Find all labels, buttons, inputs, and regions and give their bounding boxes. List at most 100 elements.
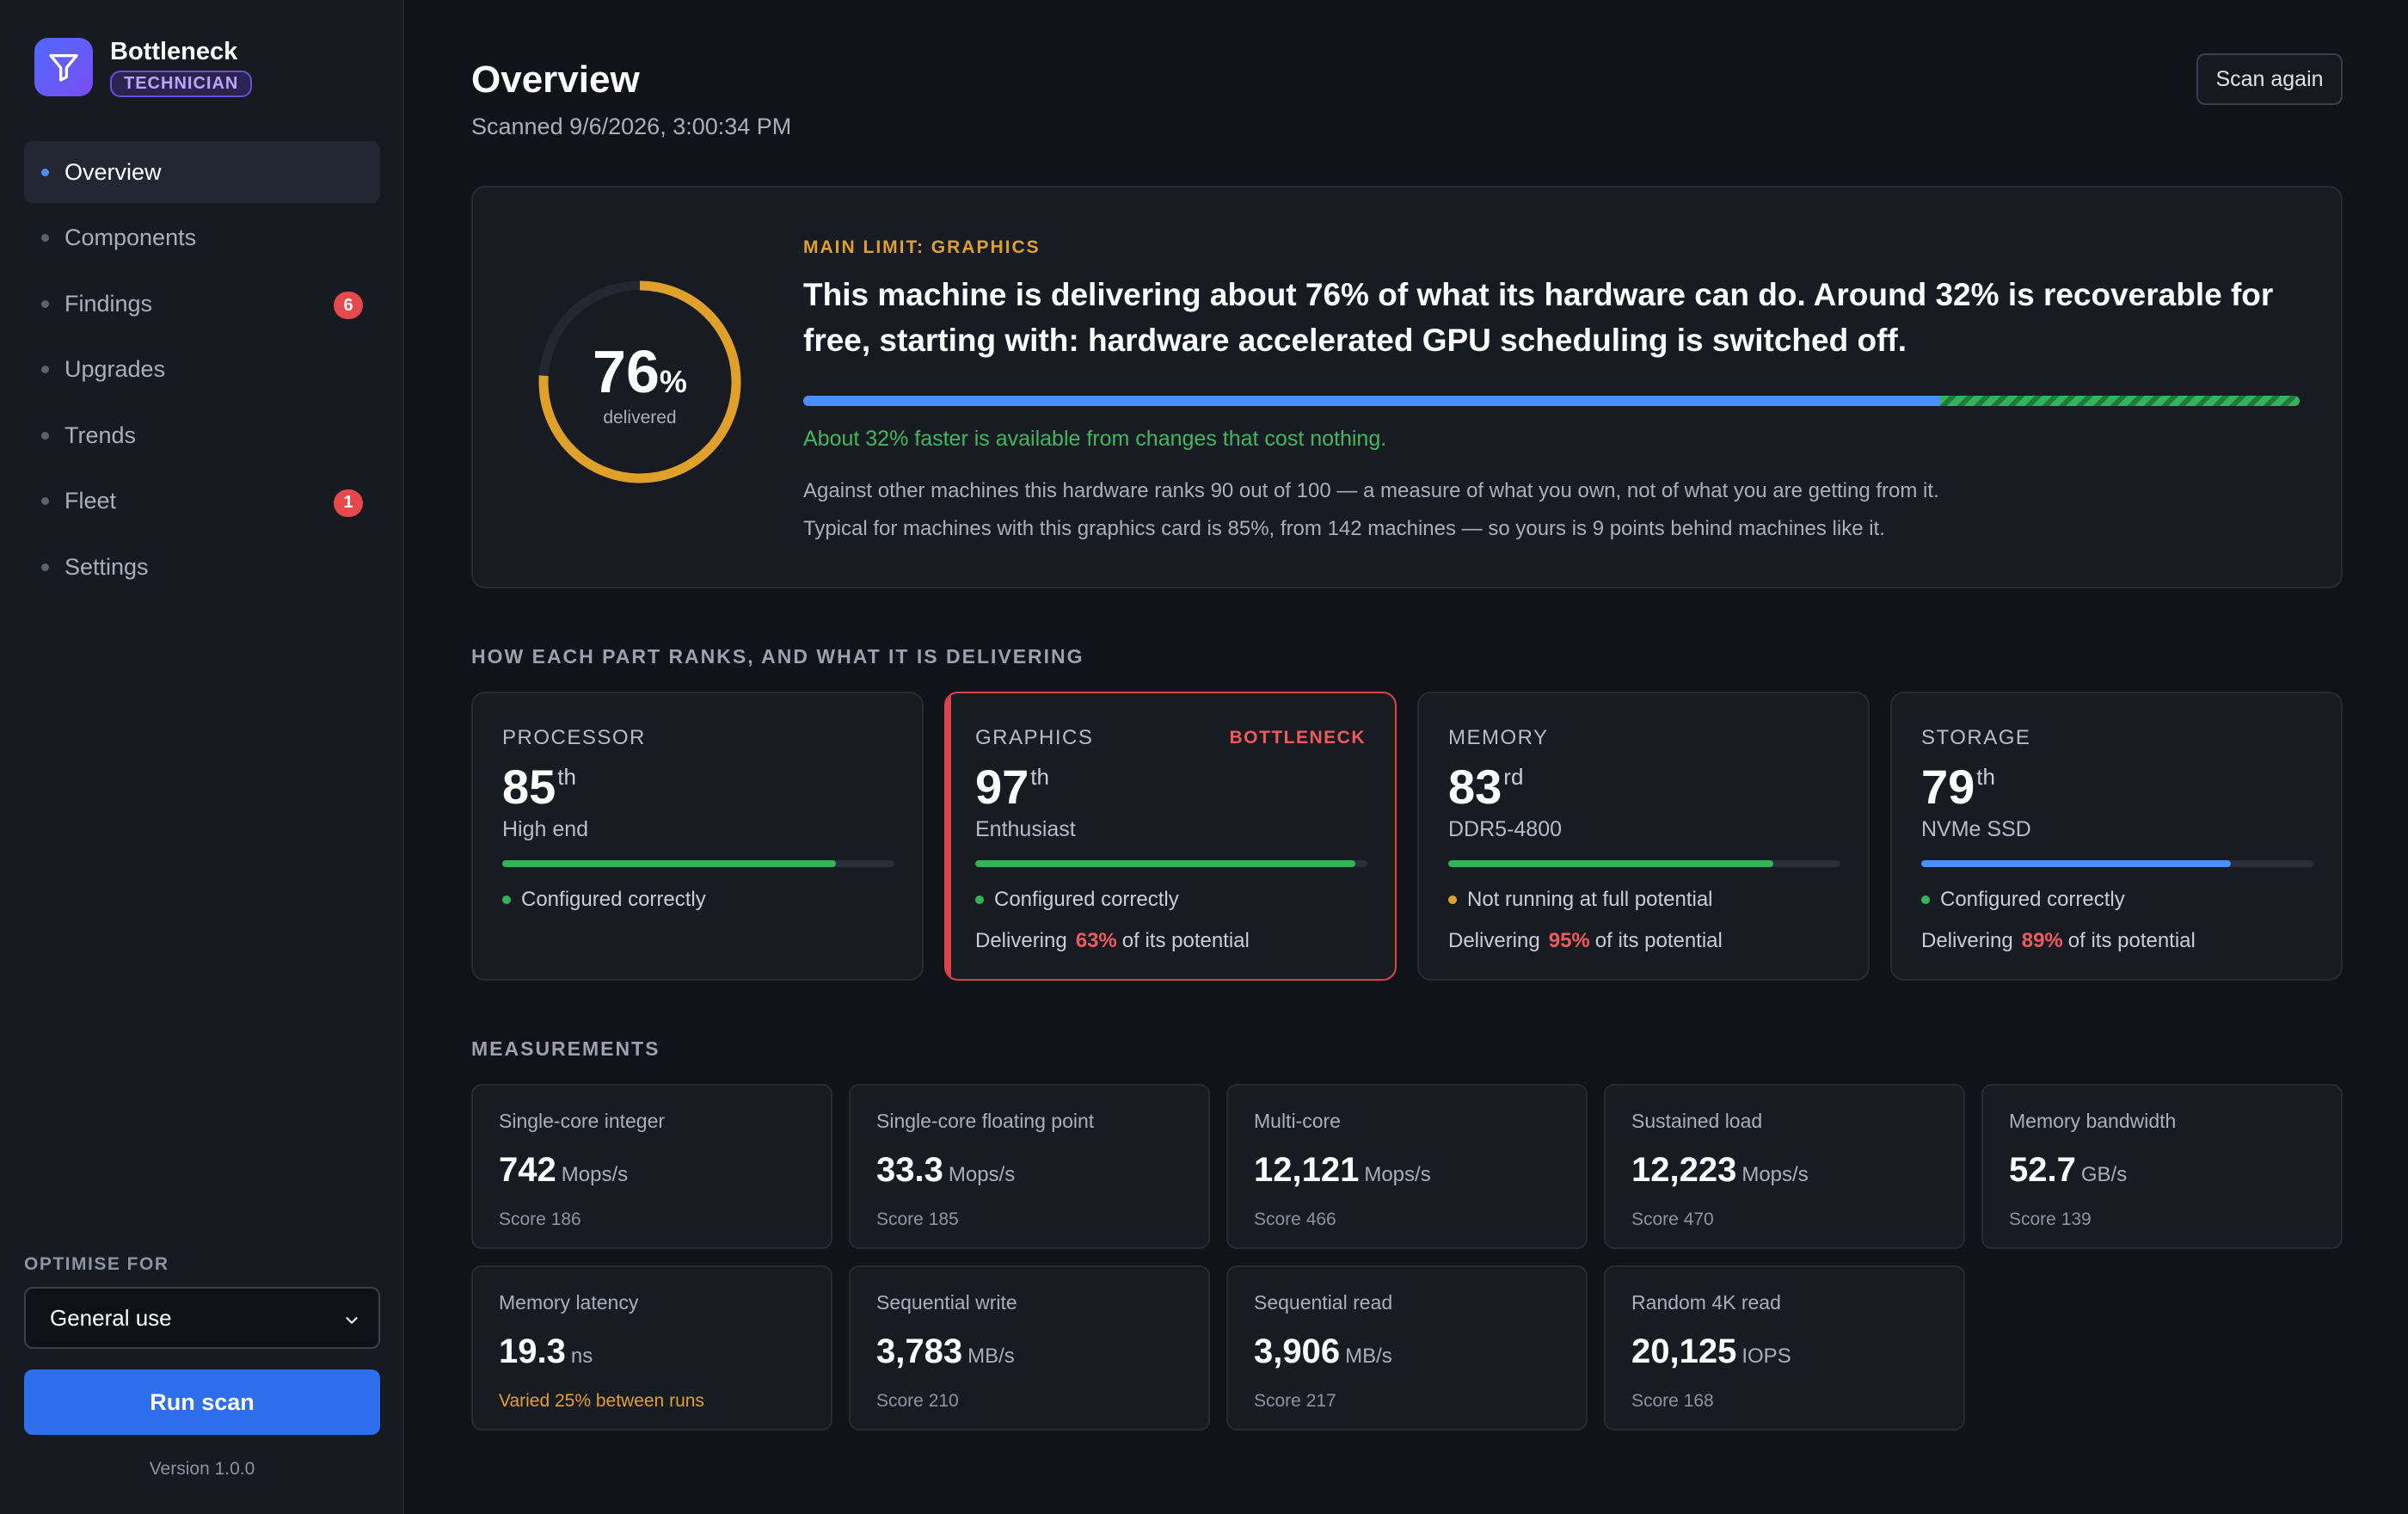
sidebar-item-label: Overview — [64, 158, 162, 185]
measurement-card: Memory latency 19.3 ns Varied 25% between r… — [471, 1265, 832, 1431]
measurement-score: Score 210 — [876, 1391, 959, 1411]
component-delivering: Delivering 63% of its potential — [975, 929, 1250, 952]
sidebar-nav: Overview Components Findings 6 Upgrades … — [24, 141, 380, 602]
measurement-value: 12,223 Mops/s — [1631, 1151, 1809, 1189]
component-rank-fill — [1448, 860, 1774, 867]
optimise-for-select[interactable]: General use — [24, 1287, 380, 1349]
component-rank: 85th — [502, 760, 576, 814]
nav-dot-icon — [41, 299, 49, 308]
measurement-score: Score 466 — [1254, 1209, 1336, 1229]
rank-suffix: rd — [1503, 764, 1524, 790]
hardware-rank-note: Against other machines this hardware ran… — [803, 479, 1939, 502]
sidebar-item-label: Components — [64, 225, 197, 250]
measurement-label: Single-core floating point — [876, 1110, 1095, 1132]
measurement-label: Multi-core — [1254, 1110, 1341, 1132]
free-gain-note: About 32% faster is available from chang… — [803, 427, 1387, 451]
measurement-unit: ns — [570, 1345, 593, 1368]
measurement-unit: Mops/s — [948, 1163, 1016, 1186]
measurement-label: Sustained load — [1631, 1110, 1763, 1132]
chevron-down-icon — [346, 1317, 358, 1324]
sidebar-item-fleet[interactable]: Fleet 1 — [24, 471, 380, 532]
sidebar-item-overview[interactable]: Overview — [24, 141, 380, 203]
rank-suffix: th — [557, 764, 576, 790]
rank-suffix: th — [1976, 764, 1995, 790]
nav-dot-icon — [41, 563, 49, 571]
scan-again-button[interactable]: Scan again — [2196, 53, 2343, 105]
delivered-gauge — [538, 280, 741, 483]
status-dot-icon — [1921, 895, 1930, 904]
measurement-unit: MB/s — [1345, 1345, 1392, 1368]
measurement-value: 19.3 ns — [499, 1332, 593, 1370]
measurement-card: Memory bandwidth 52.7 GB/s Score 139 — [1981, 1084, 2343, 1249]
sidebar-item-settings[interactable]: Settings — [24, 536, 380, 598]
measurement-unit: Mops/s — [1742, 1163, 1809, 1186]
component-tier: High end — [502, 817, 589, 841]
nav-dot-icon — [41, 168, 49, 176]
component-rank: 79th — [1921, 760, 1995, 814]
component-card-processor[interactable]: PROCESSOR 85th High end Configured correctl… — [471, 692, 924, 981]
measurement-card: Single-core integer 742 Mops/s Score 186 — [471, 1084, 832, 1249]
measurement-unit: GB/s — [2080, 1163, 2128, 1186]
funnel-logo-icon — [34, 38, 93, 96]
sidebar-item-findings[interactable]: Findings 6 — [24, 273, 380, 335]
measurement-score: Score 185 — [876, 1209, 959, 1229]
measurement-label: Random 4K read — [1631, 1291, 1781, 1314]
component-status: Configured correctly — [1921, 888, 2125, 912]
sidebar: Bottleneck TECHNICIAN Overview Component… — [0, 0, 404, 1514]
sidebar-item-label: Upgrades — [64, 356, 166, 382]
measurement-card: Sustained load 12,223 Mops/s Score 470 — [1604, 1084, 1965, 1249]
component-delivering: Delivering 89% of its potential — [1921, 929, 2196, 952]
measurement-label: Sequential read — [1254, 1291, 1393, 1314]
sidebar-item-label: Settings — [64, 553, 149, 580]
optimise-for-label: OPTIMISE FOR — [24, 1254, 169, 1274]
scan-timestamp: Scanned 9/6/2026, 3:00:34 PM — [471, 114, 792, 139]
run-scan-button[interactable]: Run scan — [24, 1369, 380, 1435]
measurement-unit: IOPS — [1742, 1345, 1791, 1368]
main-limit-label: MAIN LIMIT: GRAPHICS — [803, 237, 1041, 257]
component-card-graphics[interactable]: GRAPHICS BOTTLENECK 97th Enthusiast Configur… — [944, 692, 1397, 981]
components-section-title: HOW EACH PART RANKS, AND WHAT IT IS DELI… — [471, 645, 1084, 668]
role-badge: TECHNICIAN — [110, 71, 253, 97]
measurement-unit: Mops/s — [1364, 1163, 1431, 1186]
delivering-percent: 89% — [2021, 929, 2063, 952]
sidebar-item-label: Trends — [64, 422, 137, 448]
measurement-card: Single-core floating point 33.3 Mops/s Scor… — [849, 1084, 1210, 1249]
component-name: GRAPHICS — [975, 726, 1094, 749]
status-dot-icon — [502, 895, 511, 904]
rank-suffix: th — [1030, 764, 1049, 790]
component-status: Not running at full potential — [1448, 888, 1713, 912]
page-title: Overview — [471, 58, 640, 101]
measurement-card: Sequential write 3,783 MB/s Score 210 — [849, 1265, 1210, 1431]
measurement-value: 12,121 Mops/s — [1254, 1151, 1431, 1189]
sidebar-item-trends[interactable]: Trends — [24, 404, 380, 466]
component-rank-bar — [975, 860, 1367, 867]
measurement-value: 3,906 MB/s — [1254, 1332, 1392, 1370]
component-name: PROCESSOR — [502, 726, 646, 749]
measurement-card: Random 4K read 20,125 IOPS Score 168 — [1604, 1265, 1965, 1431]
delivered-percent: 76% — [593, 338, 687, 405]
nav-dot-icon — [41, 497, 49, 505]
component-rank-bar — [1448, 860, 1840, 867]
measurement-value: 20,125 IOPS — [1631, 1332, 1791, 1370]
nav-dot-icon — [41, 366, 49, 373]
measurement-unit: MB/s — [968, 1345, 1015, 1368]
component-card-memory[interactable]: MEMORY 83rd DDR5-4800 Not running at full p… — [1417, 692, 1870, 981]
measurement-score: Score 168 — [1631, 1391, 1714, 1411]
app-name: Bottleneck — [110, 38, 238, 65]
summary-headline: This machine is delivering about 76% of … — [803, 277, 2274, 358]
measurement-score: Score 186 — [499, 1209, 581, 1229]
measurement-label: Memory latency — [499, 1291, 639, 1314]
typical-comparison-note: Typical for machines with this graphics … — [803, 517, 1885, 540]
measurement-score: Score 470 — [1631, 1209, 1714, 1229]
component-tier: Enthusiast — [975, 817, 1076, 841]
sidebar-item-components[interactable]: Components — [24, 207, 380, 269]
measurement-value: 52.7 GB/s — [2009, 1151, 2128, 1189]
measurement-value: 33.3 Mops/s — [876, 1151, 1016, 1189]
measurement-label: Memory bandwidth — [2009, 1110, 2177, 1132]
measurement-card: Multi-core 12,121 Mops/s Score 466 — [1226, 1084, 1588, 1249]
component-rank: 97th — [975, 760, 1049, 814]
component-name: MEMORY — [1448, 726, 1549, 749]
recoverable-segment — [1940, 396, 2300, 406]
sidebar-item-upgrades[interactable]: Upgrades — [24, 339, 380, 401]
component-card-storage[interactable]: STORAGE 79th NVMe SSD Configured correctly D… — [1890, 692, 2343, 981]
